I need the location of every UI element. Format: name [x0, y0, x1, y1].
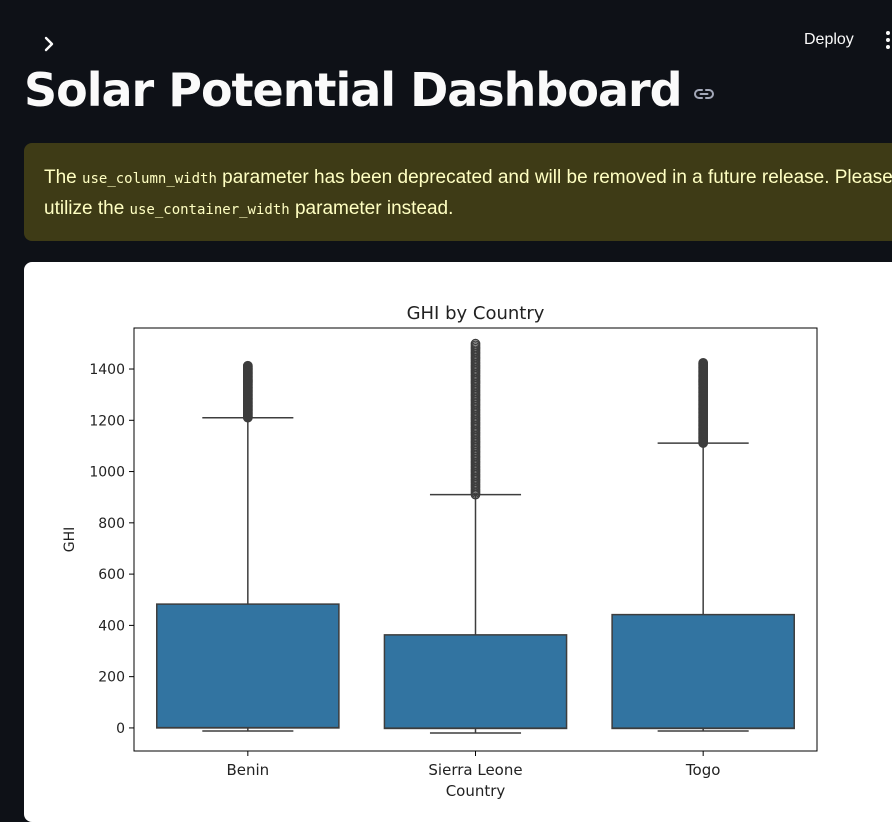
more-vertical-icon — [886, 31, 890, 49]
outliers-sierra-leone — [470, 338, 481, 500]
header-bar: Deploy — [0, 0, 892, 80]
deprecation-warning: The use_column_width parameter has been … — [24, 143, 892, 241]
box-plot-chart: GHI by Country 0 200 400 600 800 1000 1200 1400 G… — [62, 303, 818, 800]
outlier-point — [242, 360, 253, 371]
x-tick-label: Togo — [685, 761, 721, 779]
warning-line-2: utilize the use_container_width paramete… — [44, 198, 454, 219]
y-tick-label: 0 — [116, 721, 125, 737]
outlier-point — [698, 358, 709, 368]
page-title: Solar Potential Dashboard — [24, 63, 683, 117]
y-tick-label: 800 — [98, 516, 125, 532]
y-tick-label: 600 — [98, 567, 125, 583]
outliers-togo — [698, 358, 709, 448]
title-row: Solar Potential Dashboard — [24, 58, 716, 122]
outlier-point — [470, 338, 481, 349]
y-tick-label: 1400 — [89, 362, 125, 378]
chart-card: GHI by Country 0 200 400 600 800 1000 1200 1400 G… — [24, 262, 892, 822]
link-icon[interactable] — [692, 82, 716, 106]
outliers-benin — [242, 360, 253, 423]
box-sierra-leone — [383, 634, 568, 730]
deploy-button[interactable]: Deploy — [804, 31, 854, 48]
main-menu-button[interactable] — [880, 28, 892, 52]
x-tick-label: Benin — [226, 761, 269, 779]
chart-title: GHI by Country — [407, 303, 545, 324]
expand-sidebar-button[interactable] — [36, 30, 62, 58]
x-tick-label: Sierra Leone — [428, 761, 522, 779]
y-tick-label: 1000 — [89, 465, 125, 481]
x-axis-label: Country — [446, 782, 506, 800]
y-tick-label: 200 — [98, 670, 125, 686]
box-togo — [611, 613, 795, 730]
y-tick-label: 400 — [98, 618, 125, 634]
chevron-right-icon — [44, 36, 54, 52]
box-benin — [156, 603, 340, 729]
code-use-column-width: use_column_width — [82, 171, 217, 187]
y-axis-label: GHI — [62, 527, 78, 553]
warning-line-1: The use_column_width parameter has been … — [44, 167, 892, 188]
y-tick-label: 1200 — [89, 413, 125, 429]
code-use-container-width: use_container_width — [129, 202, 290, 218]
